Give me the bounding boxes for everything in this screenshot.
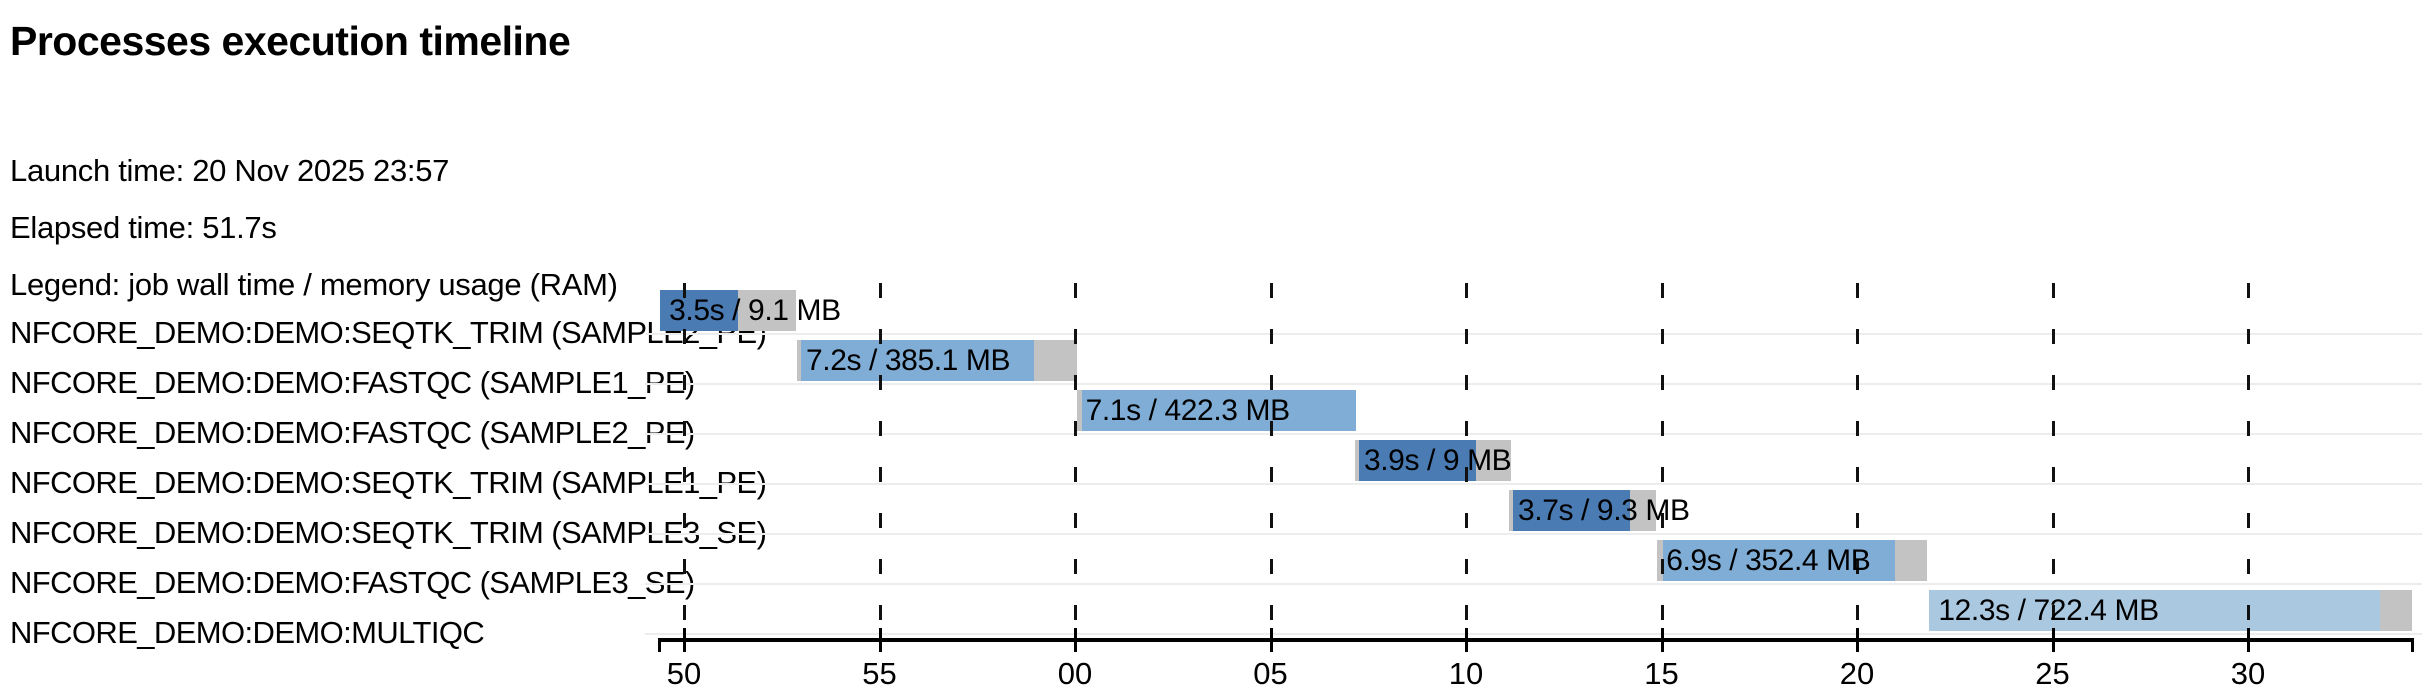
task-bar-pending-segment (1076, 390, 1083, 431)
row-separator (645, 433, 2423, 435)
gridline-dashed-vertical (1074, 283, 1077, 638)
task-bar-label: 6.9s / 352.4 MB (1666, 544, 1871, 577)
task-bar-run-segment (1082, 390, 1356, 431)
task-bar-run-segment (1663, 540, 1895, 581)
task-bar-run-segment (1512, 490, 1631, 531)
task-bar-pending-segment (796, 340, 802, 381)
row-separator (645, 633, 2423, 635)
axis-tick-label: 15 (1644, 656, 1679, 691)
task-bar-pending-segment (1475, 440, 1511, 481)
task-bar-run-segment (801, 340, 1034, 381)
gridline-dashed-vertical (1269, 283, 1273, 638)
task-bar-pending-segment (1630, 490, 1657, 531)
process-name-label: NFCORE_DEMO:DEMO:MULTIQC (10, 615, 485, 650)
row-separator (645, 483, 2423, 485)
axis-tick-label: 30 (2230, 656, 2266, 691)
task-bar-pending-segment (1894, 540, 1927, 581)
process-name-label: NFCORE_DEMO:DEMO:SEQTK_TRIM (SAMPLE1_PE) (10, 465, 767, 500)
task-bar-run-segment (1358, 440, 1476, 481)
x-axis-right-cap (2411, 638, 2415, 652)
axis-tick-label: 10 (1448, 656, 1484, 691)
task-bar-label: 3.9s / 9 MB (1363, 444, 1512, 477)
axis-tick-label: 55 (862, 656, 897, 691)
row-separator (645, 583, 2423, 585)
row-separator (645, 383, 2423, 385)
gridline-dashed-vertical (2051, 283, 2055, 638)
task-bar-label: 12.3s / 722.4 MB (1938, 594, 2159, 627)
elapsed-time-text: Elapsed time: 51.7s (10, 210, 277, 245)
process-name-label: NFCORE_DEMO:DEMO:SEQTK_TRIM (SAMPLE2_PE) (10, 315, 767, 350)
gridline-dashed-vertical (1660, 283, 1664, 638)
legend-text: Legend: job wall time / memory usage (RA… (10, 267, 618, 302)
axis-tick-label: 20 (1839, 656, 1875, 691)
gridline-dashed-vertical (1465, 283, 1468, 638)
task-bar-label: 3.5s / 9.1 MB (669, 294, 841, 327)
row-separator (645, 333, 2423, 335)
axis-tick-label: 00 (1057, 656, 1093, 691)
row-separator (645, 533, 2423, 535)
axis-tick-label: 05 (1253, 656, 1288, 691)
task-bar-run-segment (1929, 590, 2380, 631)
process-name-label: NFCORE_DEMO:DEMO:SEQTK_TRIM (SAMPLE3_SE) (10, 515, 767, 550)
task-bar-label: 7.1s / 422.3 MB (1085, 394, 1291, 427)
task-bar-pending-segment (1354, 440, 1359, 481)
axis-tick-label: 25 (2035, 656, 2070, 691)
task-bar-label: 3.7s / 9.3 MB (1518, 494, 1690, 527)
gridline-dashed-vertical (683, 283, 686, 638)
x-axis-left-cap (657, 638, 661, 652)
gridline-dashed-vertical (2247, 283, 2250, 638)
task-bar-pending-segment (1033, 340, 1078, 381)
task-bar-run-segment (660, 290, 738, 331)
axis-tick-label: 50 (666, 656, 702, 691)
gridline-dashed-vertical (1856, 283, 1859, 638)
launch-time-text: Launch time: 20 Nov 2025 23:57 (10, 153, 450, 188)
task-bar-pending-segment (737, 290, 797, 331)
x-axis-line (657, 638, 2415, 642)
report-meta: Launch time: 20 Nov 2025 23:57 Elapsed t… (10, 142, 618, 313)
task-bar-label: 7.2s / 385.1 MB (805, 344, 1011, 377)
page-title: Processes execution timeline (10, 18, 571, 64)
task-bar-pending-segment (1657, 540, 1664, 581)
process-name-label: NFCORE_DEMO:DEMO:FASTQC (SAMPLE2_PE) (10, 415, 695, 450)
task-bar-pending-segment (1509, 490, 1513, 531)
process-name-label: NFCORE_DEMO:DEMO:FASTQC (SAMPLE3_SE) (10, 565, 695, 600)
task-bar-pending-segment (2379, 590, 2412, 631)
gridline-dashed-vertical (878, 283, 882, 638)
process-name-label: NFCORE_DEMO:DEMO:FASTQC (SAMPLE1_PE) (10, 365, 695, 400)
